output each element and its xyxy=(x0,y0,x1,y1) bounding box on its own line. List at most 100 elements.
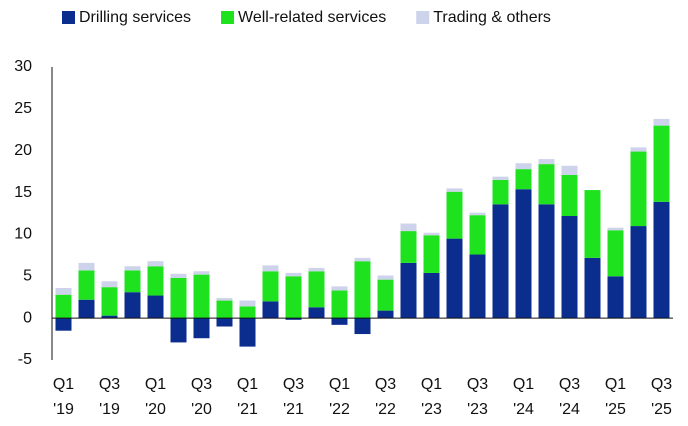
bar xyxy=(101,315,118,319)
bar xyxy=(561,165,578,175)
bar xyxy=(55,318,72,331)
bar xyxy=(492,204,509,319)
bar xyxy=(147,266,164,296)
bar xyxy=(400,231,417,263)
bar xyxy=(147,261,164,267)
bar xyxy=(308,267,325,272)
y-tick-label: 15 xyxy=(14,184,32,201)
bar xyxy=(515,189,532,319)
legend-swatch xyxy=(221,11,235,24)
bar xyxy=(239,306,256,319)
bar xyxy=(101,281,118,288)
bar xyxy=(170,273,187,278)
bar xyxy=(170,277,187,319)
bar xyxy=(124,270,141,293)
bar xyxy=(193,271,210,275)
bar xyxy=(561,216,578,319)
y-tick-label: 0 xyxy=(23,309,32,326)
legend-label: Trading & others xyxy=(433,9,551,26)
bar xyxy=(331,286,348,291)
bar xyxy=(538,204,555,319)
bar xyxy=(331,290,348,319)
legend-swatch xyxy=(62,11,75,24)
bar xyxy=(607,230,624,277)
bar xyxy=(354,318,371,335)
bar xyxy=(469,254,486,319)
bar xyxy=(124,292,141,319)
bar xyxy=(78,262,95,271)
bar xyxy=(630,226,647,319)
bar xyxy=(193,318,210,339)
x-tick-label: Q3'19 xyxy=(99,376,120,418)
bar xyxy=(423,232,440,236)
bar xyxy=(170,318,187,343)
bar xyxy=(607,276,624,319)
x-tick-label: Q1'23 xyxy=(421,376,442,418)
bar xyxy=(216,298,233,301)
legend-label: Drilling services xyxy=(79,9,191,26)
x-tick-label: Q1'22 xyxy=(329,376,350,418)
bar xyxy=(354,257,371,262)
bar xyxy=(308,307,325,319)
bar xyxy=(515,163,532,170)
bar xyxy=(607,227,624,231)
x-tick-label: Q1'19 xyxy=(53,376,74,418)
bar xyxy=(377,310,394,319)
y-tick-label: -5 xyxy=(18,351,32,368)
legend-label: Well-related services xyxy=(238,9,386,26)
bar xyxy=(584,257,601,319)
bar xyxy=(653,118,670,126)
bar xyxy=(515,169,532,190)
bar xyxy=(538,164,555,205)
bar xyxy=(400,223,417,232)
bar xyxy=(101,287,118,316)
x-tick-label: Q1'21 xyxy=(237,376,258,418)
bar xyxy=(193,274,210,319)
bar xyxy=(216,318,233,327)
bar xyxy=(285,272,302,277)
bar xyxy=(492,180,509,205)
bar xyxy=(423,272,440,319)
bar xyxy=(446,188,463,192)
x-tick-label: Q3'20 xyxy=(191,376,212,418)
y-tick-label: 30 xyxy=(14,58,32,75)
bar xyxy=(331,318,348,325)
bar xyxy=(239,318,256,347)
y-tick-label: 25 xyxy=(14,100,32,117)
x-tick-label: Q3'23 xyxy=(467,376,488,418)
bar xyxy=(653,125,670,202)
bar xyxy=(285,276,302,319)
bar xyxy=(147,295,164,319)
bar xyxy=(469,212,486,216)
bar xyxy=(262,271,279,302)
y-tick-label: 10 xyxy=(14,226,32,243)
bar xyxy=(55,288,72,295)
bar xyxy=(492,176,509,181)
bar xyxy=(55,294,72,319)
y-tick-label: 5 xyxy=(23,268,32,285)
bar xyxy=(446,238,463,319)
bar xyxy=(124,266,141,271)
bar xyxy=(78,270,95,300)
bar xyxy=(377,279,394,311)
bar xyxy=(285,318,302,320)
bar xyxy=(469,215,486,255)
bar xyxy=(262,265,279,272)
bar xyxy=(216,300,233,319)
bar xyxy=(78,299,95,319)
x-tick-label: Q3'24 xyxy=(559,376,580,418)
bar xyxy=(239,300,256,307)
x-tick-label: Q1'25 xyxy=(605,376,626,418)
bar xyxy=(653,201,670,319)
bar xyxy=(308,271,325,308)
x-tick-label: Q1'20 xyxy=(145,376,166,418)
bar xyxy=(630,151,647,227)
bar xyxy=(446,191,463,239)
bar xyxy=(423,235,440,273)
bar xyxy=(584,190,601,258)
bar xyxy=(262,301,279,319)
legend-swatch xyxy=(416,11,430,24)
bar xyxy=(538,159,555,165)
bar xyxy=(630,147,647,152)
